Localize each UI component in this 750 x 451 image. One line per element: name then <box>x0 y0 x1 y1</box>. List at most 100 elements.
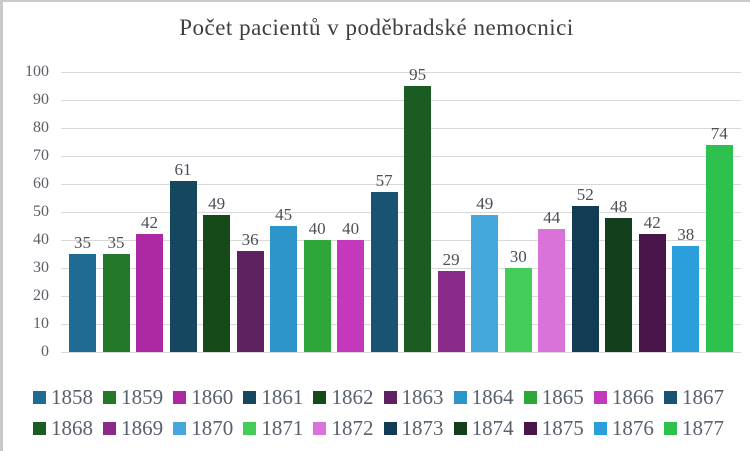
bar-1859[interactable] <box>102 254 130 352</box>
bar-column-1866: 40 <box>337 220 365 352</box>
legend-item-1866[interactable]: 1866 <box>593 385 654 409</box>
gridline-40 <box>61 240 741 241</box>
y-tick-label: 10 <box>33 315 49 332</box>
legend-swatch-icon <box>313 421 327 435</box>
gridline-20 <box>61 296 741 297</box>
bar-column-1867: 57 <box>370 172 398 352</box>
legend-swatch-icon <box>593 421 607 435</box>
legend-label: 1873 <box>401 416 444 440</box>
legend-item-1859[interactable]: 1859 <box>103 385 163 409</box>
legend-item-1863[interactable]: 1863 <box>383 385 444 409</box>
y-tick-label: 90 <box>33 91 49 108</box>
legend-item-1870[interactable]: 1870 <box>173 416 233 440</box>
plot-area: 35 35 42 61 49 36 45 40 40 57 95 29 49 30 44 52 48 42 38 74 <box>61 66 743 353</box>
legend-label: 1870 <box>191 416 234 440</box>
legend-item-1871[interactable]: 1871 <box>243 416 303 440</box>
bar-1858[interactable] <box>69 254 96 352</box>
legend-item-1860[interactable]: 1860 <box>173 385 233 409</box>
legend-label: 1863 <box>401 385 444 409</box>
legend-item-1862[interactable]: 1862 <box>313 385 373 409</box>
bar-value-label: 49 <box>476 193 494 213</box>
legend-label: 1874 <box>471 416 514 440</box>
legend-label: 1877 <box>681 416 724 440</box>
legend-swatch-icon <box>173 421 187 435</box>
y-tick-label: 30 <box>33 259 49 276</box>
bar-value-label: 45 <box>275 205 293 224</box>
legend-swatch-icon <box>173 390 187 404</box>
bar-column-1865: 40 <box>303 219 331 352</box>
legend-item-1874[interactable]: 1874 <box>453 416 514 440</box>
legend-item-1868[interactable]: 1868 <box>33 416 93 440</box>
bar-value-label: 95 <box>409 65 427 84</box>
bar-column-1870: 49 <box>471 193 499 352</box>
legend-swatch-icon <box>523 421 537 435</box>
legend-label: 1865 <box>541 385 584 409</box>
legend-label: 1872 <box>331 416 374 440</box>
gridline-0 <box>61 352 741 353</box>
gridline-50 <box>61 212 741 213</box>
legend-swatch-icon <box>453 421 467 435</box>
y-tick-label: 80 <box>33 119 49 136</box>
legend-swatch-icon <box>103 390 117 404</box>
bar-1872[interactable] <box>538 228 566 352</box>
legend-item-1858[interactable]: 1858 <box>33 385 93 409</box>
legend-label: 1861 <box>261 385 304 409</box>
bar-1860[interactable] <box>136 234 164 352</box>
bar-1861[interactable] <box>169 181 197 352</box>
bar-1868[interactable] <box>404 86 432 352</box>
bar-value-label: 40 <box>308 219 326 238</box>
bar-1870[interactable] <box>471 214 499 352</box>
bar-1869[interactable] <box>437 270 465 352</box>
bar-column-1862: 49 <box>203 195 231 352</box>
bar-1866[interactable] <box>337 240 365 352</box>
legend-item-1877[interactable]: 1877 <box>663 416 724 440</box>
legend-item-1865[interactable]: 1865 <box>523 385 584 409</box>
legend-item-1861[interactable]: 1861 <box>243 385 303 409</box>
legend-item-1873[interactable]: 1873 <box>383 416 444 440</box>
y-axis-labels: 0 10 20 30 40 50 60 70 80 90 100 <box>3 63 49 360</box>
bar-value-label: 29 <box>442 249 460 269</box>
legend-swatch-icon <box>523 390 537 404</box>
bar-value-label: 36 <box>241 230 259 250</box>
bar-1862[interactable] <box>203 214 231 352</box>
legend-swatch-icon <box>453 390 467 404</box>
bar-1863[interactable] <box>236 251 264 352</box>
bar-column-1876: 38 <box>672 226 700 352</box>
bar-value-label: 35 <box>107 233 125 252</box>
legend-label: 1860 <box>191 385 234 409</box>
legend-label: 1867 <box>681 385 724 409</box>
bar-1871[interactable] <box>504 268 532 352</box>
legend-swatch-icon <box>243 390 257 404</box>
legend-row-2: 1868 1869 1870 1871 1872 1873 1874 1875 1876 1877 <box>33 416 724 440</box>
bar-1864[interactable] <box>270 226 298 352</box>
legend-item-1867[interactable]: 1867 <box>663 385 724 409</box>
bar-1875[interactable] <box>638 234 666 352</box>
legend-row-1: 1858 1859 1860 1861 1862 1863 1864 1865 1866 1867 <box>33 385 724 409</box>
legend-item-1876[interactable]: 1876 <box>593 416 654 440</box>
legend-item-1875[interactable]: 1875 <box>523 416 584 440</box>
legend-swatch-icon <box>313 390 327 404</box>
gridline-90 <box>61 100 741 101</box>
bar-1876[interactable] <box>672 245 700 352</box>
y-tick-label: 0 <box>41 343 49 360</box>
legend-swatch-icon <box>33 421 46 435</box>
y-tick-label: 100 <box>25 63 49 80</box>
y-tick-label: 20 <box>33 287 49 304</box>
legend-swatch-icon <box>33 390 46 404</box>
bar-1865[interactable] <box>303 240 331 352</box>
bar-column-1859: 35 <box>102 233 130 352</box>
legend-item-1869[interactable]: 1869 <box>103 416 163 440</box>
legend-item-1872[interactable]: 1872 <box>313 416 373 440</box>
legend-swatch-icon <box>593 390 607 404</box>
legend-label: 1859 <box>121 385 164 409</box>
legend-swatch-icon <box>383 421 397 435</box>
gridline-100 <box>61 72 741 73</box>
bar-1874[interactable] <box>605 217 633 352</box>
bar-series: 35 35 42 61 49 36 45 40 40 57 95 29 49 30 44 52 48 42 38 74 <box>69 66 733 352</box>
bar-1877[interactable] <box>705 144 733 352</box>
legend-item-1864[interactable]: 1864 <box>453 385 514 409</box>
bar-1873[interactable] <box>571 206 599 352</box>
bar-1867[interactable] <box>370 192 398 352</box>
bar-column-1863: 36 <box>236 230 264 352</box>
bar-column-1873: 52 <box>571 186 599 352</box>
